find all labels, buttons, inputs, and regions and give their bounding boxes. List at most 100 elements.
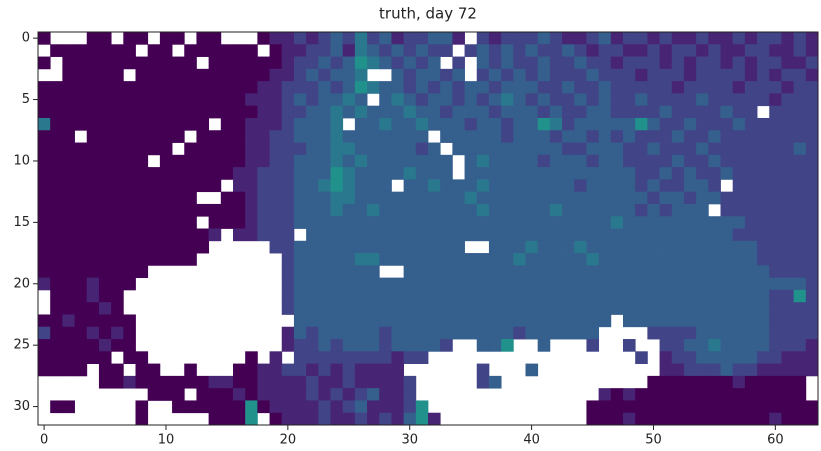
y-tick-label: 0: [22, 31, 30, 46]
cell: [293, 203, 307, 217]
cell: [391, 302, 405, 315]
cell: [635, 400, 648, 414]
cell: [793, 154, 807, 168]
cell: [38, 363, 51, 377]
cell: [50, 203, 63, 217]
cell: [86, 68, 100, 82]
cell: [330, 240, 344, 254]
cell: [562, 32, 575, 45]
cell: [805, 302, 819, 315]
cell: [562, 93, 575, 107]
cell: [659, 56, 673, 70]
cell: [196, 375, 210, 389]
cell: [647, 154, 660, 168]
cell: [98, 216, 112, 229]
cell: [74, 68, 88, 82]
cell: [549, 314, 563, 328]
cell: [269, 142, 283, 156]
cell: [428, 167, 441, 180]
cell: [318, 302, 331, 315]
cell: [415, 277, 429, 291]
cell: [647, 142, 660, 156]
cell: [793, 32, 807, 45]
cell: [306, 314, 319, 328]
cell: [683, 228, 697, 242]
cell: [74, 265, 88, 279]
cell: [233, 93, 246, 107]
cell: [306, 117, 319, 131]
cell: [696, 339, 709, 352]
cell: [257, 117, 270, 131]
cell: [769, 339, 782, 352]
cell: [647, 117, 660, 131]
cell: [501, 228, 514, 242]
cell: [659, 400, 673, 414]
cell: [769, 412, 782, 426]
cell: [74, 142, 88, 156]
cell: [330, 388, 344, 401]
cell: [781, 339, 795, 352]
cell: [306, 44, 319, 57]
cell: [245, 93, 258, 107]
cell: [671, 44, 685, 57]
cell: [598, 388, 612, 401]
cell: [574, 179, 587, 193]
cell: [647, 228, 660, 242]
cell: [732, 93, 746, 107]
cell: [367, 130, 380, 143]
cell: [488, 179, 502, 193]
cell: [464, 142, 478, 156]
cell: [233, 388, 246, 401]
cell: [732, 191, 746, 205]
cell: [488, 117, 502, 131]
cell: [793, 191, 807, 205]
cell: [635, 240, 648, 254]
cell: [281, 56, 295, 70]
cell: [74, 277, 88, 291]
cell: [683, 32, 697, 45]
cell: [208, 68, 222, 82]
cell: [111, 93, 124, 107]
cell: [98, 68, 112, 82]
cell: [38, 228, 51, 242]
cell: [74, 363, 88, 377]
cell: [123, 154, 136, 168]
cell: [805, 154, 819, 168]
cell: [805, 81, 819, 94]
cell: [306, 339, 319, 352]
cell: [257, 388, 270, 401]
cell: [793, 240, 807, 254]
cell: [696, 68, 709, 82]
cell: [159, 142, 173, 156]
cell: [549, 289, 563, 303]
cell: [805, 32, 819, 45]
cell: [452, 216, 465, 229]
cell: [696, 154, 709, 168]
cell: [111, 167, 124, 180]
cell: [245, 191, 258, 205]
cell: [781, 363, 795, 377]
cell: [513, 228, 526, 242]
cell: [233, 216, 246, 229]
cell: [781, 32, 795, 45]
cell: [805, 363, 819, 377]
cell: [318, 339, 331, 352]
cell: [379, 142, 392, 156]
cell: [623, 167, 636, 180]
cell: [172, 68, 185, 82]
cell: [257, 81, 270, 94]
cell: [635, 154, 648, 168]
cell: [440, 228, 453, 242]
cell: [98, 203, 112, 217]
cell: [720, 228, 734, 242]
cell: [62, 326, 75, 340]
cell: [172, 32, 185, 45]
cell: [598, 44, 612, 57]
cell: [683, 203, 697, 217]
cell: [683, 302, 697, 315]
cell: [781, 68, 795, 82]
cell: [732, 240, 746, 254]
cell: [501, 289, 514, 303]
cell: [147, 191, 161, 205]
cell: [671, 277, 685, 291]
